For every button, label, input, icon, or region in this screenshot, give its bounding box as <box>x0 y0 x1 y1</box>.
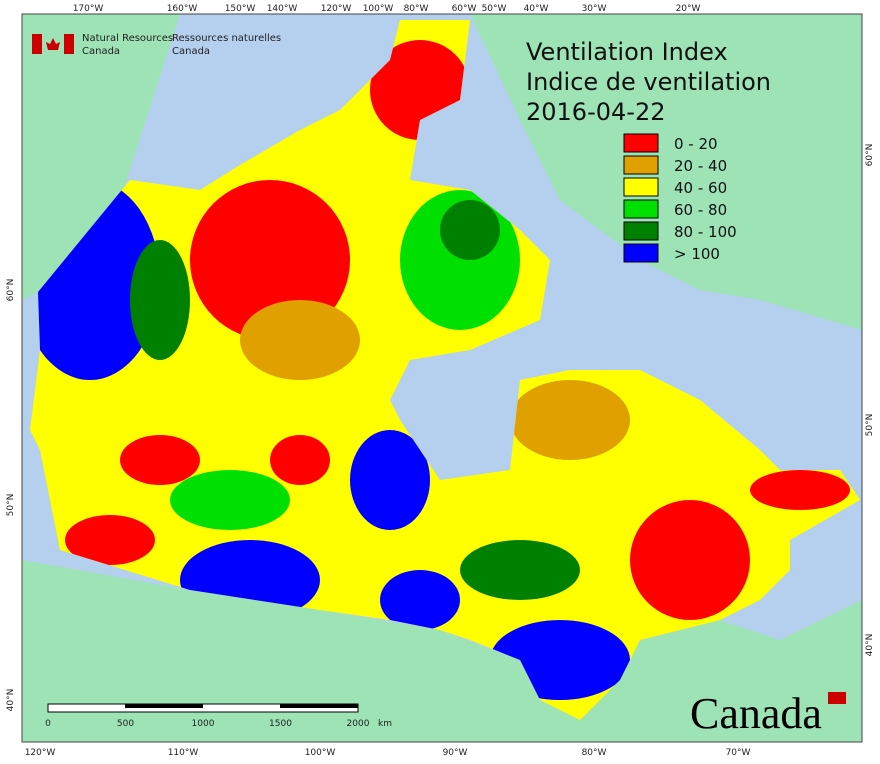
scale-label: 0 <box>45 719 51 729</box>
scale-label: 2000 <box>347 719 370 729</box>
agency-name: Canada <box>172 46 210 57</box>
scale-bar <box>125 704 203 708</box>
lon-label: 70°W <box>726 748 751 758</box>
scale-label: 1500 <box>269 719 292 729</box>
wordmark: Canada <box>690 689 822 738</box>
lon-label: 30°W <box>582 4 607 14</box>
legend-swatch <box>623 243 659 263</box>
lat-label: 60°N <box>865 144 875 167</box>
legend-label: 40 - 60 <box>674 179 727 197</box>
title: Indice de ventilation <box>526 68 771 96</box>
lon-label: 60°W <box>452 4 477 14</box>
lon-label: 110°W <box>168 748 199 758</box>
legend-label: 20 - 40 <box>674 157 727 175</box>
title: Ventilation Index <box>526 38 728 66</box>
lon-label: 120°W <box>321 4 352 14</box>
wordmark-flag <box>828 692 846 704</box>
flag <box>46 38 60 50</box>
lon-label: 80°W <box>582 748 607 758</box>
flag <box>32 34 42 54</box>
lat-label: 50°N <box>865 414 875 437</box>
lon-label: 50°W <box>482 4 507 14</box>
legend-swatch <box>623 155 659 175</box>
lon-label: 170°W <box>73 4 104 14</box>
lon-label: 100°W <box>363 4 394 14</box>
scale-label: 500 <box>117 719 134 729</box>
legend-swatch <box>623 177 659 197</box>
lat-label: 40°N <box>865 634 875 657</box>
lon-label: 90°W <box>443 748 468 758</box>
agency-name: Natural Resources <box>82 33 173 44</box>
legend-swatch <box>623 199 659 219</box>
legend-swatch <box>623 221 659 241</box>
title: 2016-04-22 <box>526 98 665 126</box>
frame <box>21 13 863 743</box>
scale-unit: km <box>378 719 392 729</box>
legend-label: > 100 <box>674 245 720 263</box>
legend-swatch <box>623 133 659 153</box>
lon-label: 80°W <box>404 4 429 14</box>
lon-label: 120°W <box>25 748 56 758</box>
lon-label: 20°W <box>676 4 701 14</box>
lon-label: 150°W <box>225 4 256 14</box>
lon-label: 140°W <box>267 4 298 14</box>
legend-label: 60 - 80 <box>674 201 727 219</box>
lon-label: 160°W <box>167 4 198 14</box>
lat-label: 50°N <box>6 494 16 517</box>
scale-label: 1000 <box>192 719 215 729</box>
lon-label: 40°W <box>524 4 549 14</box>
lat-label: 60°N <box>6 279 16 302</box>
flag <box>64 34 74 54</box>
scale-bar <box>280 704 358 708</box>
legend-label: 80 - 100 <box>674 223 737 241</box>
lat-label: 40°N <box>6 689 16 712</box>
lon-label: 100°W <box>305 748 336 758</box>
agency-name: Canada <box>82 46 120 57</box>
legend-label: 0 - 20 <box>674 135 718 153</box>
agency-name: Ressources naturelles <box>172 33 281 44</box>
